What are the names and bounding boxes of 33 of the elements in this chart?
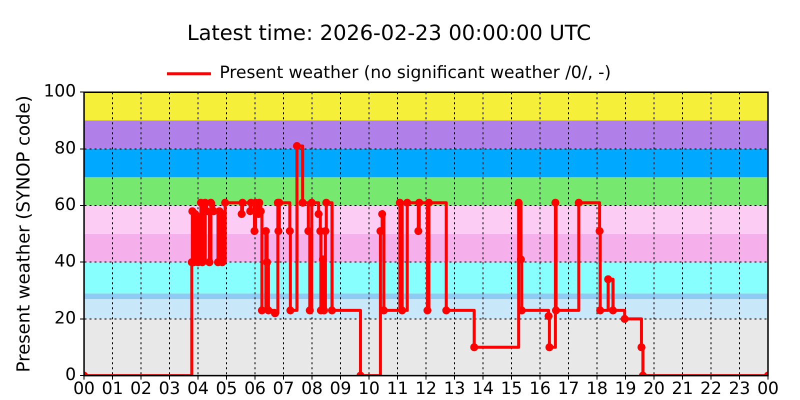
x-tick-label: 05 [216,379,238,400]
x-tick-label: 16 [529,379,551,400]
y-tick-label: 60 [54,194,76,215]
x-tick-label: 04 [187,379,209,400]
y-tick-label: 100 [44,82,76,102]
x-tick-label: 07 [272,379,294,400]
legend-label: Present weather (no significant weather /0/, -) [219,63,612,84]
x-tick-label: 23 [728,379,750,400]
x-tick-label: 14 [472,379,494,400]
x-tick-label: 20 [643,379,665,400]
x-tick-label: 19 [614,379,636,400]
y-tick-label: 20 [54,308,76,328]
x-tick-label: 03 [158,379,180,400]
x-tick-label: 09 [330,379,352,400]
x-tick-label: 00 [73,379,95,400]
x-tick-label: 01 [102,379,124,400]
x-tick-label: 13 [444,379,466,400]
x-tick-label: 06 [244,379,266,400]
x-tick-label: 22 [700,379,722,400]
x-tick-label: 12 [415,379,437,400]
x-tick-label: 17 [558,379,580,400]
x-tick-label: 21 [672,379,694,400]
chart-title: Latest time: 2026-02-23 00:00:00 UTC [186,21,592,46]
x-tick-label: 08 [301,379,323,400]
y-tick-label: 80 [54,138,76,158]
y-tick-label: 40 [54,252,76,272]
x-tick-label: 02 [130,379,152,400]
x-tick-label: 10 [358,379,380,400]
x-tick-label: 11 [386,379,408,400]
y-axis-title: Present weather (SYNOP code) [13,95,34,372]
x-tick-label: 00 [757,379,779,400]
x-tick-label: 15 [500,379,522,400]
x-tick-label: 18 [586,379,608,400]
